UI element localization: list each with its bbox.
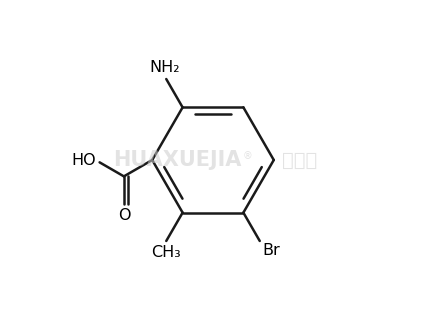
Text: O: O xyxy=(118,208,131,223)
Text: HO: HO xyxy=(72,153,96,168)
Text: Br: Br xyxy=(262,244,280,259)
Text: NH₂: NH₂ xyxy=(150,60,180,75)
Text: ®: ® xyxy=(243,151,252,161)
Text: 化学加: 化学加 xyxy=(282,150,317,170)
Text: CH₃: CH₃ xyxy=(151,245,181,260)
Text: HUAXUEJIA: HUAXUEJIA xyxy=(113,150,242,170)
